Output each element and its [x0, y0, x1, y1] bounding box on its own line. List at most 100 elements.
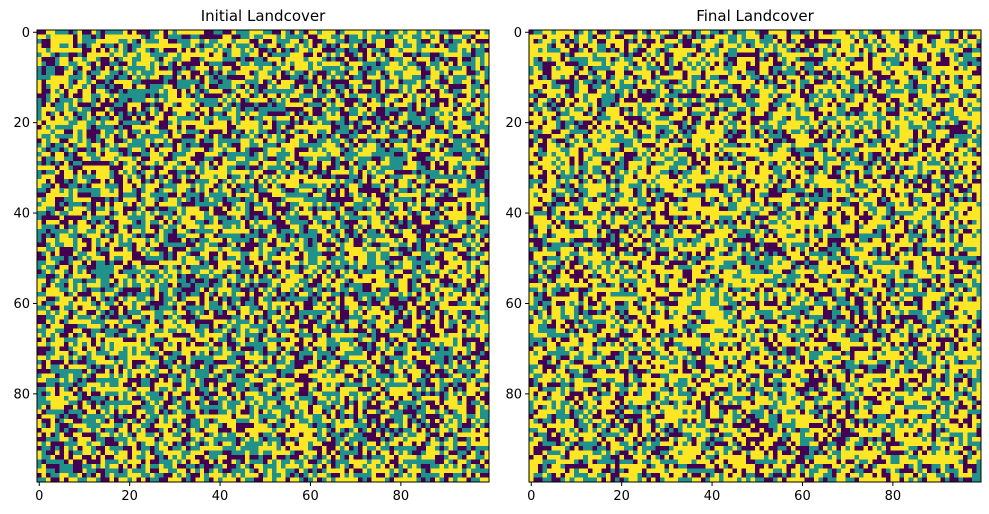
heatmap-cell [140, 34, 146, 40]
heatmap-cell [226, 337, 232, 342]
heatmap-cell [348, 224, 354, 229]
heatmap-cell [177, 197, 182, 202]
heatmap-cell [109, 161, 114, 166]
heatmap-cell [249, 48, 255, 53]
heatmap-cell [362, 143, 368, 148]
heatmap-cell [398, 147, 404, 153]
heatmap-cell [104, 233, 110, 238]
heatmap-cell [376, 120, 381, 125]
heatmap-cell [403, 79, 408, 85]
heatmap-cell [150, 88, 155, 94]
heatmap-cell [330, 48, 336, 53]
heatmap-cell [46, 43, 51, 49]
heatmap-cell [335, 138, 340, 144]
heatmap-cell [407, 332, 413, 338]
heatmap-cell [299, 111, 304, 116]
heatmap-cell [46, 88, 51, 94]
heatmap-cell [403, 197, 408, 202]
heatmap-cell [357, 115, 363, 121]
heatmap-cell [46, 278, 51, 284]
heatmap-cell [226, 124, 232, 130]
heatmap-cell [321, 70, 327, 76]
heatmap-cell [394, 161, 399, 166]
heatmap-cell [95, 206, 101, 211]
heatmap-cell [416, 215, 422, 220]
heatmap-cell [150, 301, 155, 306]
heatmap-cell [240, 287, 245, 293]
heatmap-cell [73, 75, 78, 80]
heatmap-cell [253, 387, 259, 392]
heatmap-cell [95, 188, 101, 193]
heatmap-cell [407, 378, 413, 383]
heatmap-cell [41, 346, 47, 351]
heatmap-cell [452, 75, 458, 80]
heatmap-cell [154, 246, 160, 252]
heatmap-cell [73, 174, 78, 180]
heatmap-cell [362, 206, 368, 211]
heatmap-cell [118, 61, 123, 67]
heatmap-cell [299, 106, 304, 112]
heatmap-cell [299, 156, 304, 162]
heatmap-cell [263, 57, 268, 62]
heatmap-cell [430, 296, 435, 302]
heatmap-cell [217, 197, 223, 202]
heatmap-cell [82, 287, 87, 293]
heatmap-cell [150, 174, 155, 180]
heatmap-cell [385, 274, 390, 279]
heatmap-cell [140, 152, 146, 157]
heatmap-cell [389, 260, 395, 266]
heatmap-cell [253, 242, 259, 248]
heatmap-cell [213, 197, 218, 202]
heatmap-cell [272, 120, 277, 125]
heatmap-cell [145, 242, 151, 248]
heatmap-cell [213, 251, 218, 257]
heatmap-cell [412, 201, 417, 207]
heatmap-cell [231, 246, 236, 252]
heatmap-cell [190, 251, 196, 257]
heatmap-cell [330, 328, 336, 333]
heatmap-cell [290, 201, 295, 207]
heatmap-cell [339, 246, 345, 252]
heatmap-cell [95, 391, 101, 397]
heatmap-cell [258, 52, 264, 58]
heatmap-cell [222, 215, 227, 220]
heatmap-cell [366, 287, 372, 293]
heatmap-cell [276, 341, 282, 347]
heatmap-cell [204, 210, 209, 216]
heatmap-cell [127, 274, 132, 279]
heatmap-cell [326, 174, 331, 180]
heatmap-cell [113, 310, 119, 315]
heatmap-cell [86, 287, 92, 293]
heatmap-cell [235, 233, 241, 238]
heatmap-cell [371, 341, 377, 347]
heatmap-cell [240, 391, 245, 397]
heatmap-cell [59, 43, 65, 49]
heatmap-cell [394, 197, 399, 202]
heatmap-cell [181, 79, 187, 85]
heatmap-cell [77, 323, 83, 329]
heatmap-cell [159, 328, 164, 333]
heatmap-cell [64, 283, 69, 288]
heatmap-cell [272, 206, 277, 211]
heatmap-cell [186, 283, 191, 288]
heatmap-cell [55, 310, 60, 315]
heatmap-cell [448, 174, 453, 180]
heatmap-cell [59, 256, 65, 261]
heatmap-cell [403, 30, 408, 35]
heatmap-cell [249, 102, 255, 107]
heatmap-cell [470, 43, 476, 49]
heatmap-cell [145, 350, 151, 356]
heatmap-cell [281, 97, 286, 103]
heatmap-cell [380, 256, 386, 261]
heatmap-cell [213, 359, 218, 365]
heatmap-cell [199, 387, 205, 392]
heatmap-cell [235, 319, 241, 324]
heatmap-cell [421, 251, 426, 257]
heatmap-cell [407, 111, 413, 116]
heatmap-cell [430, 237, 435, 243]
heatmap-cell [421, 124, 426, 130]
heatmap-cell [172, 224, 178, 229]
heatmap-cell [159, 84, 164, 89]
heatmap-cell [385, 319, 390, 324]
heatmap-cell [64, 129, 69, 135]
